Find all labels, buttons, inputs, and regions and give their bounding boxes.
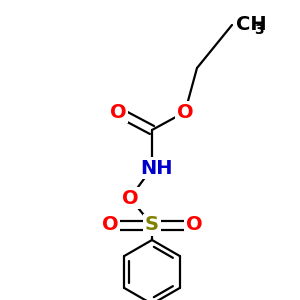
Text: NH: NH <box>140 158 172 178</box>
Text: O: O <box>177 103 193 122</box>
Text: O: O <box>110 103 126 122</box>
Text: 3: 3 <box>254 23 264 37</box>
Text: O: O <box>122 188 138 208</box>
Text: O: O <box>186 215 202 235</box>
Text: CH: CH <box>236 16 267 34</box>
Text: S: S <box>145 215 159 235</box>
Text: O: O <box>102 215 118 235</box>
